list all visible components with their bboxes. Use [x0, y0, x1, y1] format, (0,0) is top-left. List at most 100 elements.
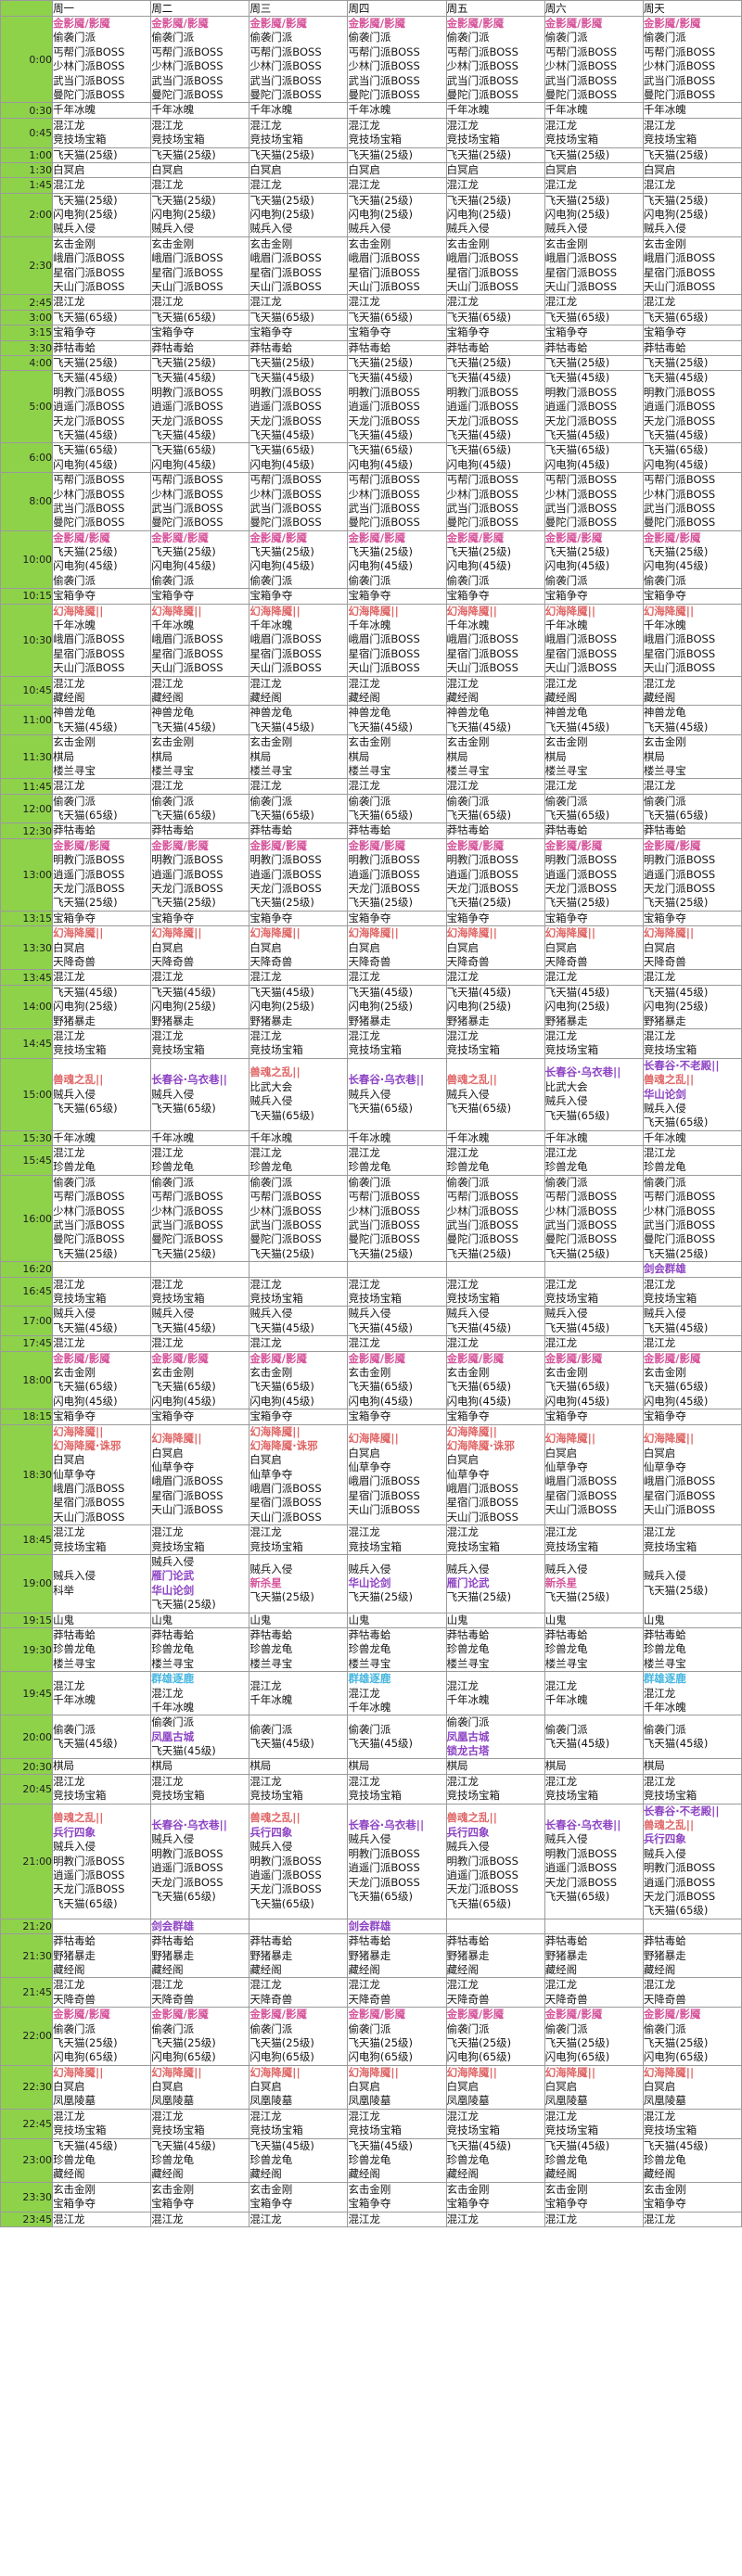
schedule-cell[interactable]: 混江龙 [347, 1335, 447, 1352]
schedule-cell[interactable]: 千年冰魄 [249, 102, 349, 119]
schedule-cell[interactable]: 玄击金刚 宝箱争夺 [150, 2181, 250, 2213]
schedule-cell[interactable]: 混江龙 竞技场宝箱 [642, 117, 742, 148]
schedule-cell[interactable]: 偷袭门派 飞天猫(65级) [347, 793, 447, 824]
schedule-cell[interactable]: 棋局 [249, 1758, 349, 1775]
schedule-cell[interactable]: 混江龙 藏经阁 [642, 675, 742, 707]
schedule-cell[interactable]: 混江龙 [544, 294, 644, 311]
schedule-cell[interactable]: 金影魇/影魇 玄击金刚 飞天猫(65级) 闪电狗(45级) [544, 1350, 644, 1410]
schedule-cell[interactable]: 混江龙 竞技场宝箱 [445, 1773, 545, 1804]
schedule-cell[interactable]: 偷袭门派 飞天猫(65级) [544, 793, 644, 824]
schedule-cell[interactable]: 山鬼 [445, 1612, 545, 1628]
schedule-cell[interactable]: 金影魇/影魇 飞天猫(25级) 闪电狗(45级) 偷袭门派 [544, 529, 644, 590]
schedule-cell[interactable]: 棋局 [642, 1758, 742, 1775]
schedule-cell[interactable]: 飞天猫(25级) [150, 354, 250, 372]
schedule-cell[interactable]: 宝箱争夺 [150, 588, 250, 605]
schedule-cell[interactable]: 幻海降魇|| 白冥启 天降奇兽 [52, 925, 152, 971]
schedule-cell[interactable]: 玄击金刚 峨眉门派BOSS 星宿门派BOSS 天山门派BOSS [445, 236, 545, 296]
schedule-cell[interactable]: 飞天猫(25级) [544, 147, 644, 163]
schedule-cell[interactable]: 幻海降魇|| 千年冰魄 峨眉门派BOSS 星宿门派BOSS 天山门派BOSS [445, 603, 545, 677]
schedule-cell[interactable]: 金影魇/影魇 偷袭门派 丐帮门派BOSS 少林门派BOSS 武当门派BOSS 曼陀门派BO… [544, 15, 644, 104]
schedule-cell[interactable]: 混江龙 竞技场宝箱 [249, 1027, 349, 1059]
schedule-cell[interactable]: 玄击金刚 宝箱争夺 [347, 2181, 447, 2213]
schedule-cell[interactable]: 飞天猫(25级) [249, 354, 349, 372]
schedule-cell[interactable]: 偷袭门派 凤凰古城 飞天猫(45级) [150, 1715, 250, 1760]
schedule-cell[interactable]: 玄击金刚 棋局 楼兰寻宝 [150, 734, 250, 780]
schedule-cell[interactable]: 幻海降魇|| 白冥启 仙草争夺 峨眉门派BOSS 星宿门派BOSS 天山门派BOSS [347, 1423, 447, 1526]
schedule-cell[interactable]: 白冥启 [150, 161, 250, 179]
schedule-cell[interactable]: 群雄逐鹿 混江龙 千年冰魄 [642, 1671, 742, 1716]
schedule-cell[interactable]: 棋局 [150, 1758, 250, 1775]
schedule-cell[interactable]: 神兽龙龟 飞天猫(45级) [150, 705, 250, 736]
schedule-cell[interactable]: 长春谷·不老殿|| 兽魂之乱|| 兵行四象 贼兵入侵 明教门派BOSS 逍遥门派BOSS 天… [642, 1803, 742, 1919]
schedule-cell[interactable]: 混江龙 [52, 177, 152, 194]
schedule-cell[interactable]: 莽牯毒蛤 野猪暴走 藏经阁 [249, 1933, 349, 1979]
schedule-cell[interactable]: 千年冰魄 [150, 1129, 250, 1147]
schedule-cell[interactable]: 宝箱争夺 [445, 588, 545, 605]
schedule-cell[interactable]: 混江龙 千年冰魄 [52, 1671, 152, 1716]
schedule-cell[interactable]: 丐帮门派BOSS 少林门派BOSS 武当门派BOSS 曼陀门派BOSS [347, 472, 447, 531]
schedule-cell[interactable]: 混江龙 竞技场宝箱 [544, 1276, 644, 1307]
schedule-cell[interactable]: 飞天猫(45级) 珍兽龙龟 藏经阁 [544, 2137, 644, 2183]
schedule-cell[interactable]: 混江龙 竞技场宝箱 [544, 2108, 644, 2139]
schedule-cell[interactable]: 飞天猫(25级) 闪电狗(25级) 贼兵入侵 [52, 192, 152, 237]
schedule-cell[interactable]: 玄击金刚 宝箱争夺 [249, 2181, 349, 2213]
schedule-cell[interactable]: 山鬼 [52, 1612, 152, 1628]
schedule-cell[interactable]: 贼兵入侵 飞天猫(45级) [52, 1306, 152, 1337]
schedule-cell[interactable]: 混江龙 竞技场宝箱 [642, 2108, 742, 2139]
schedule-cell[interactable]: 偷袭门派 飞天猫(65级) [52, 793, 152, 824]
schedule-cell[interactable]: 金影魇/影魇 偷袭门派 飞天猫(25级) 闪电狗(65级) [249, 2007, 349, 2066]
schedule-cell[interactable]: 玄击金刚 峨眉门派BOSS 星宿门派BOSS 天山门派BOSS [249, 236, 349, 296]
schedule-cell[interactable]: 混江龙 [347, 294, 447, 311]
schedule-cell[interactable]: 金影魇/影魇 明教门派BOSS 逍遥门派BOSS 天龙门派BOSS 飞天猫(25级) [249, 837, 349, 912]
schedule-cell[interactable]: 金影魇/影魇 偷袭门派 丐帮门派BOSS 少林门派BOSS 武当门派BOSS 曼陀门派BO… [150, 15, 250, 104]
schedule-cell[interactable]: 莽牯毒蛤 [150, 339, 250, 356]
schedule-cell[interactable]: 玄击金刚 棋局 楼兰寻宝 [544, 734, 644, 780]
schedule-cell[interactable]: 幻海降魇|| 白冥启 天降奇兽 [445, 925, 545, 971]
schedule-cell[interactable] [544, 1918, 644, 1935]
schedule-cell[interactable]: 丐帮门派BOSS 少林门派BOSS 武当门派BOSS 曼陀门派BOSS [544, 472, 644, 531]
schedule-cell[interactable]: 山鬼 [249, 1612, 349, 1628]
schedule-cell[interactable] [642, 1918, 742, 1935]
schedule-cell[interactable]: 幻海降魇|| 白冥启 凤凰陵墓 [642, 2064, 742, 2110]
schedule-cell[interactable]: 贼兵入侵 雁门论武 华山论剑 飞天猫(25级) [150, 1554, 250, 1613]
schedule-cell[interactable] [249, 1261, 349, 1278]
schedule-cell[interactable]: 混江龙 [642, 969, 742, 986]
schedule-cell[interactable]: 飞天猫(65级) [52, 309, 152, 326]
schedule-cell[interactable]: 莽牯毒蛤 [544, 823, 644, 839]
schedule-cell[interactable]: 混江龙 竞技场宝箱 [445, 1524, 545, 1556]
schedule-cell[interactable]: 金影魇/影魇 玄击金刚 飞天猫(65级) 闪电狗(45级) [249, 1350, 349, 1410]
schedule-cell[interactable]: 飞天猫(25级) [347, 354, 447, 372]
schedule-cell[interactable]: 飞天猫(65级) [150, 309, 250, 326]
schedule-cell[interactable]: 白冥启 [445, 161, 545, 179]
schedule-cell[interactable]: 金影魇/影魇 偷袭门派 飞天猫(25级) 闪电狗(65级) [544, 2007, 644, 2066]
schedule-cell[interactable]: 丐帮门派BOSS 少林门派BOSS 武当门派BOSS 曼陀门派BOSS [52, 472, 152, 531]
schedule-cell[interactable]: 金影魇/影魇 明教门派BOSS 逍遥门派BOSS 天龙门派BOSS 飞天猫(25级) [445, 837, 545, 912]
schedule-cell[interactable]: 混江龙 珍兽龙龟 [347, 1145, 447, 1176]
schedule-cell[interactable]: 混江龙 竞技场宝箱 [544, 1773, 644, 1804]
schedule-cell[interactable]: 混江龙 天降奇兽 [249, 1977, 349, 2009]
schedule-cell[interactable]: 玄击金刚 峨眉门派BOSS 星宿门派BOSS 天山门派BOSS [150, 236, 250, 296]
schedule-cell[interactable]: 千年冰魄 [52, 1129, 152, 1147]
schedule-cell[interactable]: 丐帮门派BOSS 少林门派BOSS 武当门派BOSS 曼陀门派BOSS [249, 472, 349, 531]
schedule-cell[interactable]: 混江龙 [347, 177, 447, 194]
schedule-cell[interactable] [249, 1918, 349, 1935]
schedule-cell[interactable]: 剑会群雄 [150, 1918, 250, 1935]
schedule-cell[interactable]: 混江龙 [347, 2211, 447, 2227]
schedule-cell[interactable]: 飞天猫(65级) 闪电狗(45级) [52, 442, 152, 474]
schedule-cell[interactable]: 兽魂之乱|| 兵行四象 贼兵入侵 明教门派BOSS 逍遥门派BOSS 天龙门派BOSS 飞天… [52, 1803, 152, 1919]
schedule-cell[interactable] [544, 1261, 644, 1278]
schedule-cell[interactable]: 贼兵入侵 华山论剑 飞天猫(25级) [347, 1554, 447, 1613]
schedule-cell[interactable]: 偷袭门派 丐帮门派BOSS 少林门派BOSS 武当门派BOSS 曼陀门派BOSS 飞天猫(… [642, 1174, 742, 1263]
schedule-cell[interactable]: 混江龙 竞技场宝箱 [347, 1027, 447, 1059]
schedule-cell[interactable]: 混江龙 竞技场宝箱 [445, 117, 545, 148]
schedule-cell[interactable]: 长春谷·乌衣巷|| 比武大会 贼兵入侵 飞天猫(65级) [544, 1057, 644, 1131]
schedule-cell[interactable]: 贼兵入侵 飞天猫(45级) [544, 1306, 644, 1337]
schedule-cell[interactable]: 莽牯毒蛤 野猪暴走 藏经阁 [347, 1933, 447, 1979]
schedule-cell[interactable]: 混江龙 珍兽龙龟 [150, 1145, 250, 1176]
schedule-cell[interactable]: 金影魇/影魇 偷袭门派 丐帮门派BOSS 少林门派BOSS 武当门派BOSS 曼陀门派BO… [347, 15, 447, 104]
schedule-cell[interactable]: 混江龙 [544, 177, 644, 194]
schedule-cell[interactable]: 幻海降魇|| 白冥启 仙草争夺 峨眉门派BOSS 星宿门派BOSS 天山门派BOSS [544, 1423, 644, 1526]
schedule-cell[interactable]: 飞天猫(25级) 闪电狗(25级) 贼兵入侵 [347, 192, 447, 237]
schedule-cell[interactable]: 幻海降魇|| 白冥启 天降奇兽 [642, 925, 742, 971]
schedule-cell[interactable]: 偷袭门派 凤凰古城 锁龙古塔 [445, 1715, 545, 1760]
